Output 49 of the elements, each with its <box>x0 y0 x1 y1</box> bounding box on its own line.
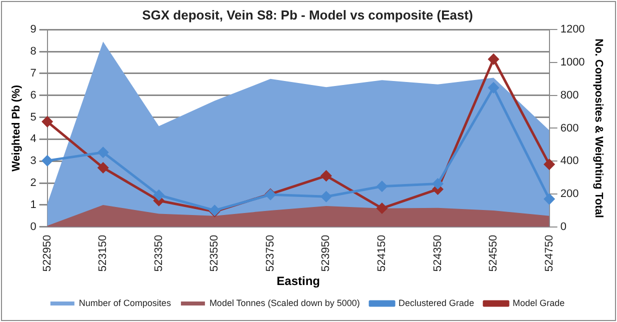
point <box>376 181 388 192</box>
point <box>544 159 555 170</box>
y-tick-label: 1 <box>30 199 36 212</box>
y2-tick-label: 800 <box>560 89 579 102</box>
x-tick-label: 523550 <box>208 234 221 272</box>
y-tick-label: 3 <box>30 155 36 168</box>
legend-label: Declustered Grade <box>398 298 474 308</box>
y-tick-label: 5 <box>30 111 36 124</box>
x-tick-label: 524550 <box>488 234 500 272</box>
x-tick-label: 524750 <box>543 234 556 272</box>
y2-tick-label: 400 <box>560 155 579 168</box>
y-tick-label: 8 <box>30 46 36 58</box>
legend-label: Number of Composites <box>78 298 172 308</box>
point <box>320 170 332 182</box>
x-tick-label: 524350 <box>432 234 444 272</box>
point <box>98 162 108 173</box>
y-axis-title: Weighted Pb (%) <box>10 84 23 172</box>
x-tick-label: 522950 <box>41 234 54 272</box>
x-tick-label: 523950 <box>320 234 332 272</box>
y-tick-label: 4 <box>30 133 36 146</box>
x-axis-title: Easting <box>276 274 320 288</box>
x-tick-label: 523150 <box>97 234 110 272</box>
point <box>42 155 53 166</box>
x-tick-label: 523350 <box>152 234 165 272</box>
y-tick-label: 9 <box>30 24 36 36</box>
point <box>376 203 388 214</box>
point <box>42 116 53 127</box>
x-tick-label: 524150 <box>376 234 388 272</box>
point <box>98 147 108 158</box>
legend-label: Model Tonnes (Scaled down by 5000) <box>209 298 360 308</box>
point <box>488 54 499 64</box>
y2-axis-title: No. Composites & Weighting Total <box>592 38 604 218</box>
y2-tick-label: 0 <box>560 220 566 233</box>
x-tick-label: 523750 <box>264 234 276 272</box>
y2-tick-label: 200 <box>560 188 579 200</box>
point <box>432 178 444 189</box>
chart-title: SGX deposit, Vein S8: Pb - Model vs composite (East) <box>142 7 473 22</box>
point <box>488 82 499 93</box>
y2-tick-label: 1000 <box>560 56 585 69</box>
point <box>320 191 332 202</box>
y2-tick-label: 600 <box>560 122 579 134</box>
y-tick-label: 2 <box>30 177 36 190</box>
point <box>544 194 555 204</box>
y-tick-label: 0 <box>30 220 36 233</box>
point <box>154 190 164 200</box>
y-tick-label: 7 <box>30 67 36 80</box>
y-tick-label: 6 <box>30 89 36 102</box>
legend-label: Model Grade <box>512 298 565 308</box>
y2-tick-label: 1200 <box>560 24 585 36</box>
